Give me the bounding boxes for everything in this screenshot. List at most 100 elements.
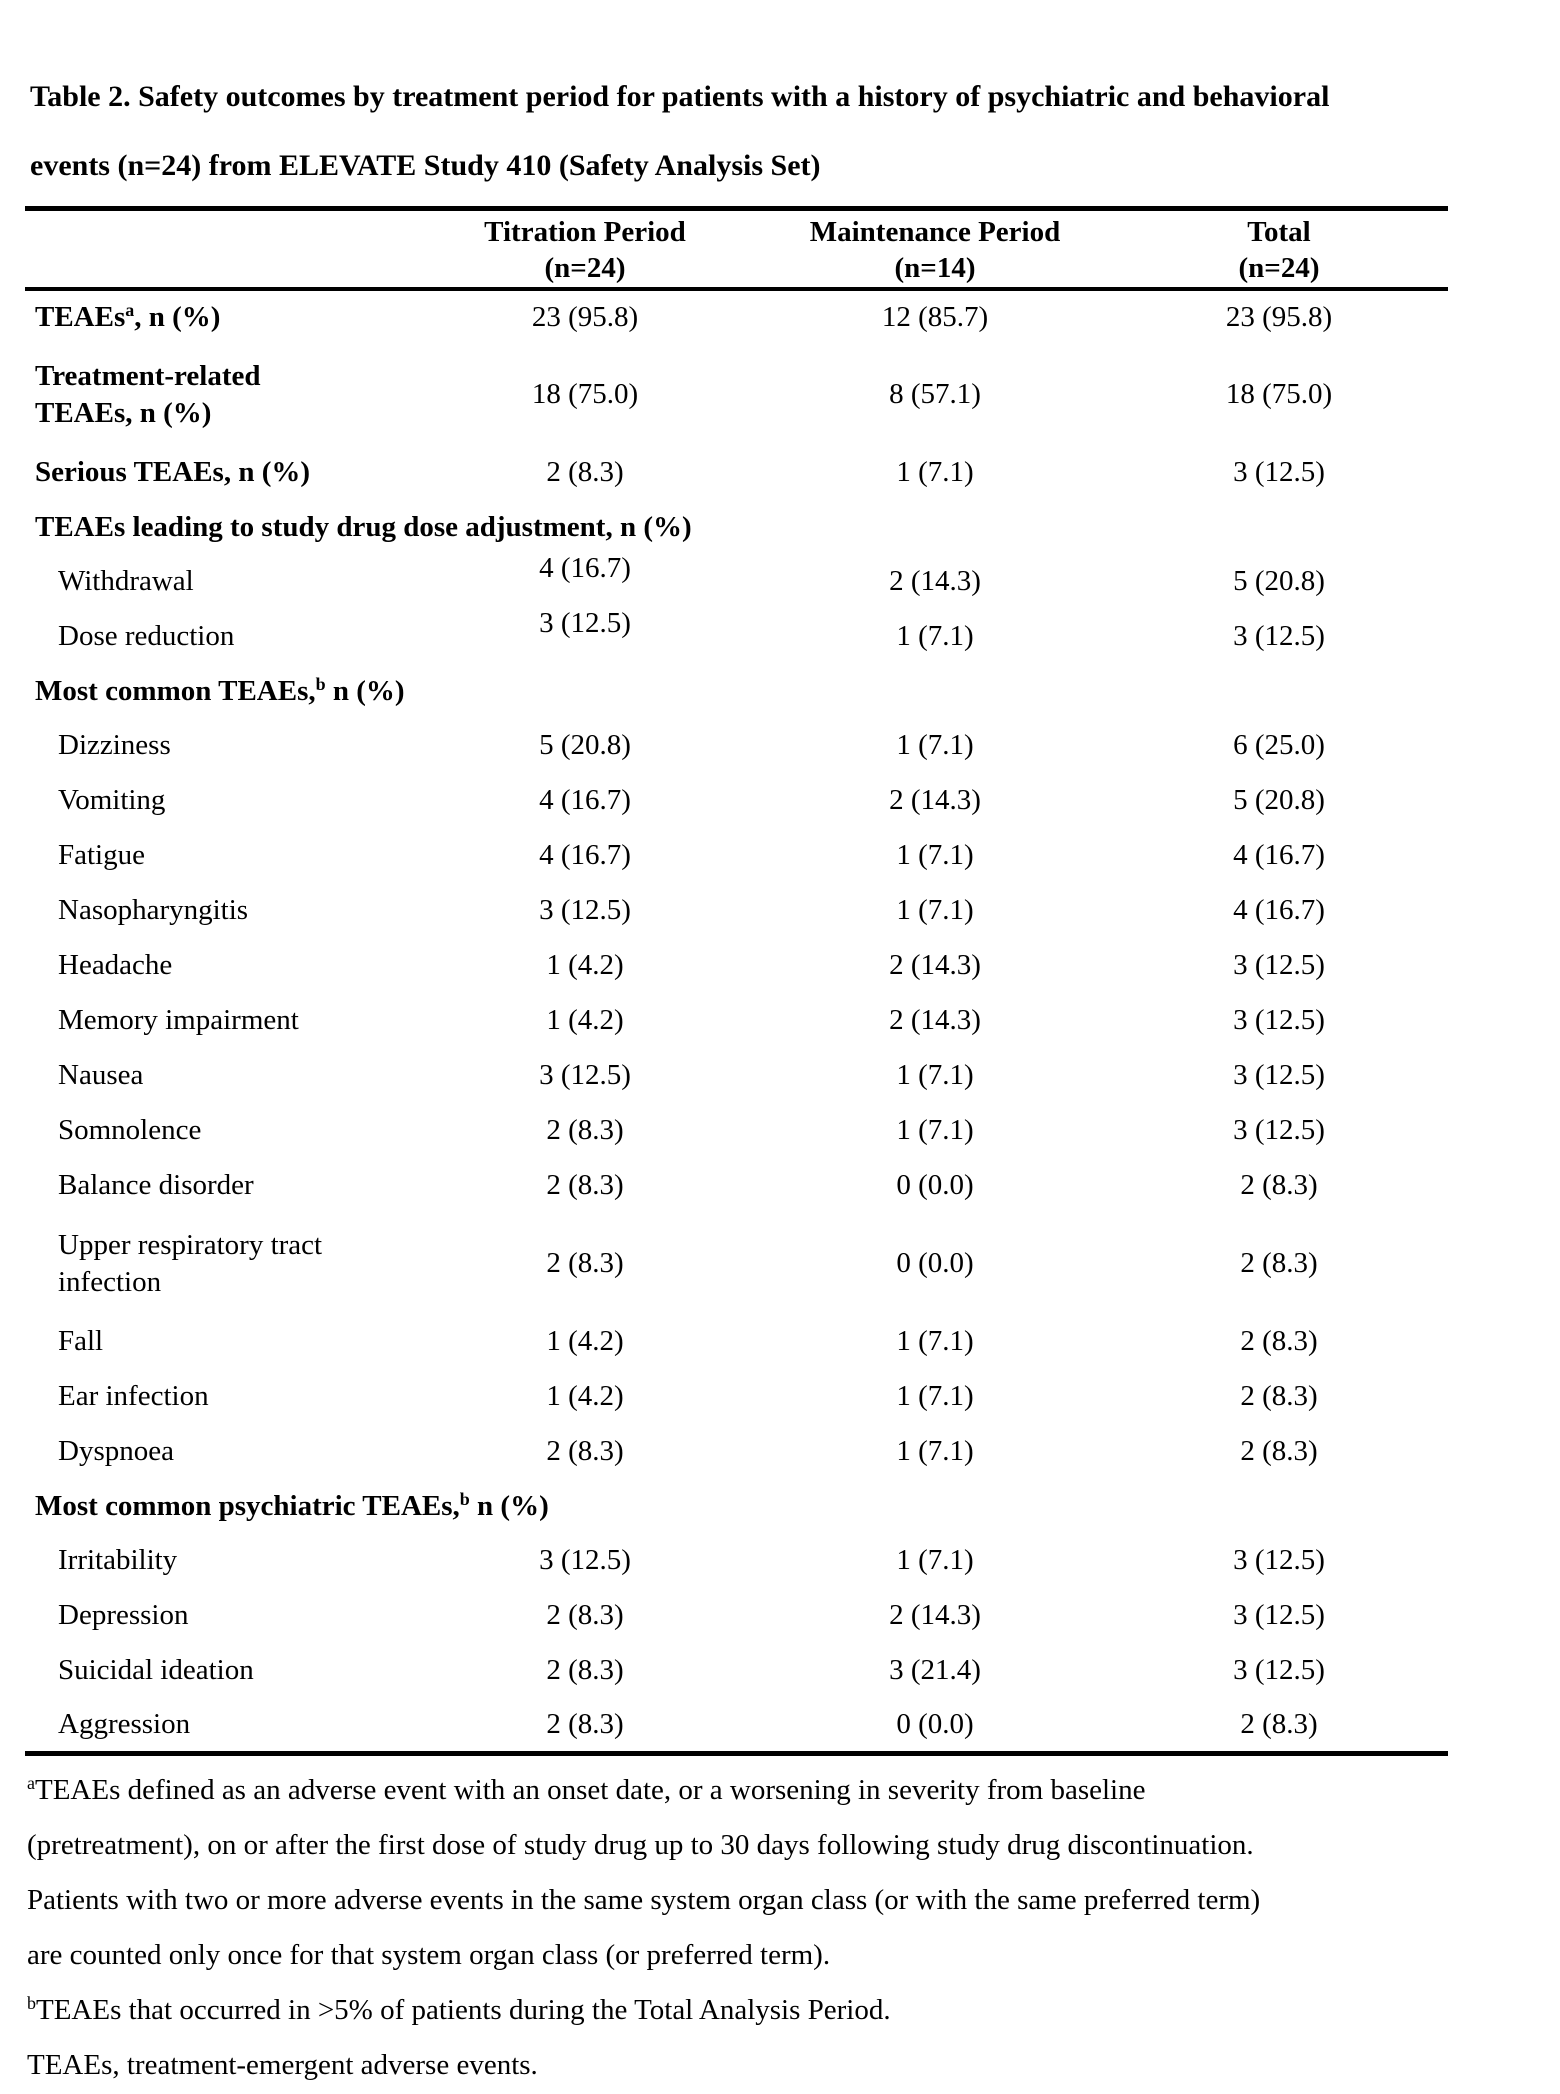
footnote-line: TEAEs, treatment-emergent adverse events… (27, 2048, 538, 2081)
row-value-text: 4 (16.7) (539, 839, 631, 871)
row-value: 1 (7.1) (760, 1533, 1110, 1588)
footnote-line: bTEAEs that occurred in >5% of patients … (27, 1992, 891, 2026)
row-value: 1 (4.2) (410, 1369, 760, 1424)
table-section-row: Most common psychiatric TEAEs,b n (%) (25, 1479, 1448, 1533)
row-label: Aggression (58, 1707, 191, 1740)
row-value-text: 23 (95.8) (1225, 301, 1333, 333)
row-label: Fall (58, 1325, 104, 1357)
row-value: 2 (14.3) (760, 993, 1110, 1048)
row-value: 1 (4.2) (410, 993, 760, 1048)
row-value: 0 (0.0) (760, 1158, 1110, 1213)
row-value-text: 2 (8.3) (1240, 1435, 1318, 1467)
row-value: 3 (12.5) (1110, 993, 1448, 1048)
column-header-titration-n: (n=24) (544, 252, 626, 284)
row-value-text: 2 (8.3) (546, 1435, 624, 1467)
row-value: 3 (12.5) (1110, 1048, 1448, 1103)
row-label: Dizziness (58, 729, 171, 761)
row-value: 8 (57.1) (760, 344, 1110, 445)
row-value-text: 2 (8.3) (546, 456, 624, 488)
row-value: 2 (8.3) (1110, 1158, 1448, 1213)
column-header-titration-label: Titration Period (484, 216, 686, 248)
row-value-text: 2 (8.3) (546, 1599, 624, 1631)
row-value-text: 3 (12.5) (539, 607, 631, 639)
table-row: Fatigue 4 (16.7) 1 (7.1) 4 (16.7) (25, 828, 1448, 883)
column-header-total-n: (n=24) (1238, 252, 1320, 284)
row-label: Fatigue (58, 839, 145, 871)
row-value: 2 (14.3) (760, 1588, 1110, 1643)
row-label: Vomiting (58, 784, 166, 816)
table-row: Dose reduction 3 (12.5) 1 (7.1) 3 (12.5) (25, 607, 1448, 664)
row-label: Serious TEAEs, n (%) (35, 456, 311, 488)
row-value: 3 (12.5) (1110, 445, 1448, 500)
row-value: 3 (12.5) (1110, 1588, 1448, 1643)
row-label: Irritability (58, 1544, 178, 1576)
table-row: Balance disorder 2 (8.3) 0 (0.0) 2 (8.3) (25, 1158, 1448, 1213)
table-row: TEAEsa, n (%) 23 (95.8) 12 (85.7) 23 (95.8) (25, 289, 1448, 344)
row-label: TEAEsa, n (%) (35, 300, 221, 333)
row-value: 2 (8.3) (1110, 1369, 1448, 1424)
row-value-text: 4 (16.7) (1233, 894, 1325, 926)
footnote-marker: a (125, 300, 135, 321)
row-label: Somnolence (58, 1114, 202, 1146)
row-label: Nasopharyngitis (58, 894, 249, 926)
row-value: 4 (16.7) (410, 828, 760, 883)
row-value-text: 1 (7.1) (896, 839, 974, 871)
column-header-maintenance-label: Maintenance Period (809, 216, 1061, 248)
row-value: 0 (0.0) (760, 1213, 1110, 1314)
table-caption: Table 2. Safety outcomes by treatment pe… (30, 62, 1530, 200)
row-value-text: 3 (21.4) (889, 1654, 981, 1686)
row-label: Dose reduction (58, 620, 235, 652)
row-value-text: 2 (14.3) (889, 784, 981, 816)
row-value: 3 (12.5) (410, 1048, 760, 1103)
footnote-marker: a (27, 1772, 35, 1793)
row-label: Treatment-related TEAEs, n (%) (35, 359, 261, 429)
row-value: 4 (16.7) (410, 773, 760, 828)
row-value-text: 2 (8.3) (546, 1114, 624, 1146)
row-value-text: 3 (12.5) (1233, 620, 1325, 652)
row-value-text: 3 (12.5) (1233, 1654, 1325, 1686)
row-value-text: 1 (7.1) (896, 1114, 974, 1146)
row-value: 3 (12.5) (1110, 938, 1448, 993)
row-value-text: 1 (7.1) (896, 1435, 974, 1467)
row-value: 23 (95.8) (1110, 289, 1448, 344)
row-value: 1 (4.2) (410, 1314, 760, 1369)
table-header-row: Titration Period (n=24) Maintenance Peri… (25, 208, 1448, 291)
row-label: Suicidal ideation (58, 1654, 254, 1686)
row-value: 1 (7.1) (760, 445, 1110, 500)
row-value-text: 4 (16.7) (539, 784, 631, 816)
row-value-text: 5 (20.8) (1233, 565, 1325, 597)
table-row: Withdrawal 4 (16.7) 2 (14.3) 5 (20.8) (25, 552, 1448, 609)
row-value-text: 1 (7.1) (896, 1544, 974, 1576)
row-value-text: 2 (14.3) (889, 565, 981, 597)
table-caption-line-1: Table 2. Safety outcomes by treatment pe… (30, 80, 1330, 113)
footnote-line: (pretreatment), on or after the first do… (27, 1828, 1254, 1861)
column-header-total-label: Total (1247, 216, 1311, 248)
row-value-text: 18 (75.0) (1225, 378, 1333, 410)
column-header-maintenance-n: (n=14) (894, 252, 976, 284)
row-value-text: 4 (16.7) (539, 552, 631, 584)
row-value: 12 (85.7) (760, 289, 1110, 344)
row-value: 3 (12.5) (410, 1533, 760, 1588)
table-section-row: Most common TEAEs,b n (%) (25, 664, 1448, 718)
column-header-total: Total (n=24) (1110, 208, 1448, 291)
row-value-text: 1 (4.2) (546, 1325, 624, 1357)
row-value-text: 1 (7.1) (896, 894, 974, 926)
row-value-text: 3 (12.5) (539, 1059, 631, 1091)
row-value: 2 (8.3) (410, 445, 760, 500)
table-row: Ear infection 1 (4.2) 1 (7.1) 2 (8.3) (25, 1369, 1448, 1424)
row-value-text: 2 (8.3) (1240, 1707, 1318, 1740)
document-page: Table 2. Safety outcomes by treatment pe… (0, 62, 1560, 2094)
row-value: 1 (7.1) (760, 1369, 1110, 1424)
footnote-line: aTEAEs defined as an adverse event with … (27, 1772, 1146, 1806)
row-value: 3 (12.5) (1110, 1103, 1448, 1158)
row-label: Headache (58, 949, 173, 981)
table-row: Dizziness 5 (20.8) 1 (7.1) 6 (25.0) (25, 718, 1448, 773)
column-header-maintenance: Maintenance Period (n=14) (760, 208, 1110, 291)
row-value-text: 8 (57.1) (889, 378, 981, 410)
table-row: Depression 2 (8.3) 2 (14.3) 3 (12.5) (25, 1588, 1448, 1643)
row-value: 2 (8.3) (410, 1158, 760, 1213)
row-value: 1 (7.1) (760, 1103, 1110, 1158)
table-section-row: TEAEs leading to study drug dose adjustm… (25, 500, 1448, 554)
row-value: 3 (12.5) (1110, 1643, 1448, 1698)
row-value-text: 2 (14.3) (889, 1599, 981, 1631)
